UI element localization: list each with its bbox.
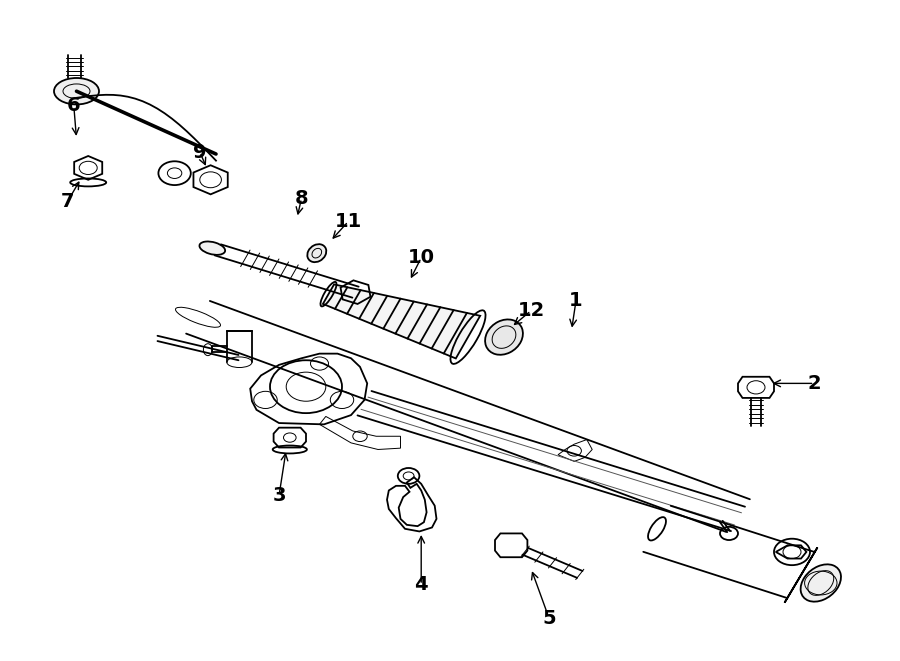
Text: 9: 9 xyxy=(194,143,207,161)
Text: 12: 12 xyxy=(518,301,544,320)
Polygon shape xyxy=(323,284,481,358)
Text: 6: 6 xyxy=(67,97,81,115)
Ellipse shape xyxy=(200,241,225,255)
Ellipse shape xyxy=(54,78,99,104)
Ellipse shape xyxy=(307,244,327,262)
Text: 7: 7 xyxy=(61,192,74,211)
Ellipse shape xyxy=(485,319,523,355)
Text: 10: 10 xyxy=(408,249,435,267)
Text: 5: 5 xyxy=(542,609,556,627)
Text: 3: 3 xyxy=(272,486,286,505)
Text: 2: 2 xyxy=(807,374,822,393)
Text: 8: 8 xyxy=(294,189,309,208)
Text: 11: 11 xyxy=(335,212,362,231)
Text: 1: 1 xyxy=(569,292,583,310)
Ellipse shape xyxy=(801,564,841,602)
Text: 4: 4 xyxy=(414,576,428,594)
